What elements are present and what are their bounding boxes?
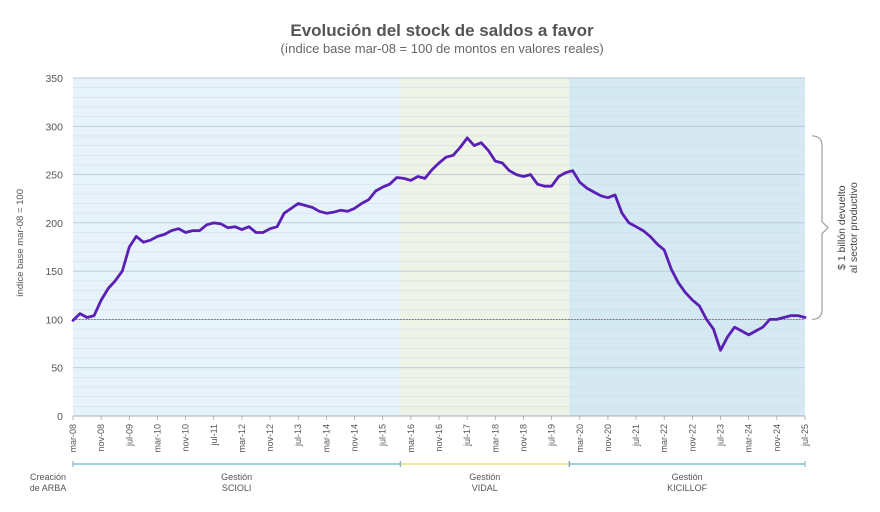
x-tick-label: mar-10 <box>152 424 162 453</box>
chart-title: Evolución del stock de saldos a favor <box>290 21 594 40</box>
y-tick-label: 0 <box>57 411 63 423</box>
period-shade-3 <box>569 78 805 416</box>
x-tick-label: mar-14 <box>321 424 331 453</box>
x-tick-label: nov-16 <box>434 424 444 452</box>
chart-subtitle: (índice base mar-08 = 100 de montos en v… <box>280 41 603 56</box>
x-tick-label: mar-16 <box>406 424 416 453</box>
x-tick-label: jul-13 <box>293 424 303 447</box>
y-axis-ticks: 0 50 100 150 200 250 300 350 <box>45 73 63 423</box>
x-tick-label: nov-14 <box>350 424 360 452</box>
x-tick-label: jul-09 <box>124 424 134 447</box>
x-tick-label: nov-20 <box>603 424 613 452</box>
annotation-text: al sector productivo <box>848 182 860 273</box>
x-tick-label: mar-20 <box>575 424 585 453</box>
y-tick-label: 300 <box>45 121 63 133</box>
y-tick-label: 100 <box>45 314 63 326</box>
x-tick-label: nov-22 <box>687 424 697 452</box>
y-tick-label: 200 <box>45 218 63 230</box>
x-tick-label: jul-23 <box>716 424 726 447</box>
x-tick-label: mar-22 <box>659 424 669 453</box>
x-axis-ticks: mar-08 nov-08 jul-09 mar-10 nov-10 jul-11 mar-… <box>68 415 810 453</box>
x-tick-label: nov-24 <box>772 424 782 452</box>
period-shade-1 <box>73 78 401 416</box>
x-tick-label: jul-15 <box>378 424 388 447</box>
y-tick-label: 50 <box>51 363 63 375</box>
x-tick-label: mar-08 <box>68 424 78 453</box>
period-label: Gestión <box>672 472 703 482</box>
period-label: VIDAL <box>472 483 498 493</box>
x-tick-label: jul-17 <box>462 424 472 447</box>
x-tick-label: jul-25 <box>800 424 810 447</box>
y-tick-label: 150 <box>45 266 63 278</box>
bracket <box>811 135 829 321</box>
x-tick-label: mar-24 <box>744 424 754 453</box>
x-tick-label: mar-12 <box>237 424 247 453</box>
x-tick-label: jul-11 <box>209 424 219 446</box>
y-tick-label: 250 <box>45 170 63 182</box>
series-line <box>71 136 807 352</box>
x-tick-label: jul-19 <box>547 424 557 447</box>
period-label: Gestión <box>221 472 252 482</box>
period-label: KICILLOF <box>667 483 708 493</box>
annotation-bracket: $ 1 billón devuelto al sector productivo <box>811 135 860 321</box>
y-tick-label: 350 <box>45 73 63 85</box>
period-label: Gestión <box>469 472 500 482</box>
annotation-text: $ 1 billón devuelto <box>836 185 848 270</box>
x-tick-label: mar-18 <box>490 424 500 453</box>
period-shade-2 <box>400 78 570 416</box>
x-tick-label: nov-08 <box>96 424 106 452</box>
period-label: Creación <box>30 472 66 482</box>
x-tick-label: nov-10 <box>181 424 191 452</box>
x-tick-label: jul-21 <box>631 424 641 447</box>
x-tick-label: nov-18 <box>518 424 528 452</box>
period-label: de ARBA <box>30 483 67 493</box>
y-axis-label: índice base mar-08 = 100 <box>15 189 26 297</box>
period-shading <box>73 78 805 416</box>
period-label: SCIOLI <box>222 483 252 493</box>
x-tick-label: nov-12 <box>265 424 275 452</box>
